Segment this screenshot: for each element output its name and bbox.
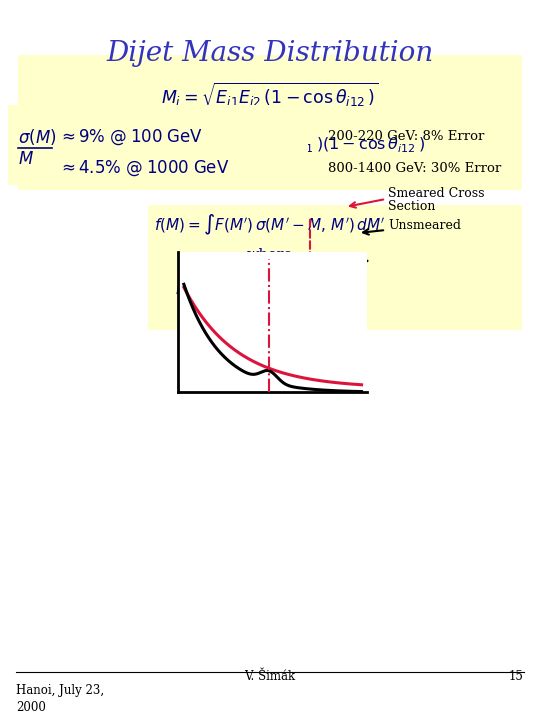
Text: 15: 15 bbox=[509, 670, 524, 683]
Text: Section: Section bbox=[388, 200, 435, 213]
Text: 800-1400 GeV: 30% Error: 800-1400 GeV: 30% Error bbox=[328, 161, 501, 174]
Text: $M$: $M$ bbox=[18, 151, 34, 168]
Text: where: where bbox=[247, 248, 293, 262]
Bar bbox=[8, 105, 308, 185]
Text: Hanoi, July 23,
2000: Hanoi, July 23, 2000 bbox=[16, 684, 104, 714]
Bar bbox=[18, 55, 522, 190]
Text: $\sigma(M)$: $\sigma(M)$ bbox=[18, 127, 57, 147]
Text: $\delta M_i = \dfrac{1}{M_i}\,(E_{i1}\delta E_{i2} + E_{i2}\delta E_{i1}\,)(1 - : $\delta M_i = \dfrac{1}{M_i}\,(E_{i1}\de… bbox=[116, 129, 424, 165]
Bar bbox=[148, 205, 522, 330]
Text: Dijet Mass Distribution: Dijet Mass Distribution bbox=[106, 40, 434, 67]
Text: $\approx 4.5\%\;@\;1000\;\mathrm{GeV}$: $\approx 4.5\%\;@\;1000\;\mathrm{GeV}$ bbox=[58, 158, 230, 178]
Text: Unsmeared: Unsmeared bbox=[388, 219, 461, 232]
Text: $\approx 9\%\;@\;100\;\mathrm{GeV}$: $\approx 9\%\;@\;100\;\mathrm{GeV}$ bbox=[58, 127, 203, 147]
Text: $M_i = \sqrt{E_{i1}E_{i2}\,(1 - \cos\theta_{i12}\,)}$: $M_i = \sqrt{E_{i1}E_{i2}\,(1 - \cos\the… bbox=[161, 81, 379, 109]
Text: V. Šimák: V. Šimák bbox=[245, 670, 295, 683]
Text: $f(M) = \int F(M')\,\sigma(M' - M,\, M')\,dM'$: $f(M) = \int F(M')\,\sigma(M' - M,\, M')… bbox=[154, 213, 386, 237]
Text: $F(M') = \left(AM'^{-B}\right)\!\left(1 - \dfrac{M'}{\sqrt{s}}\right)^{\!C}$: $F(M') = \left(AM'^{-B}\right)\!\left(1 … bbox=[175, 272, 365, 308]
Text: Smeared Cross: Smeared Cross bbox=[388, 187, 484, 200]
Text: 200-220 GeV: 8% Error: 200-220 GeV: 8% Error bbox=[328, 130, 484, 143]
